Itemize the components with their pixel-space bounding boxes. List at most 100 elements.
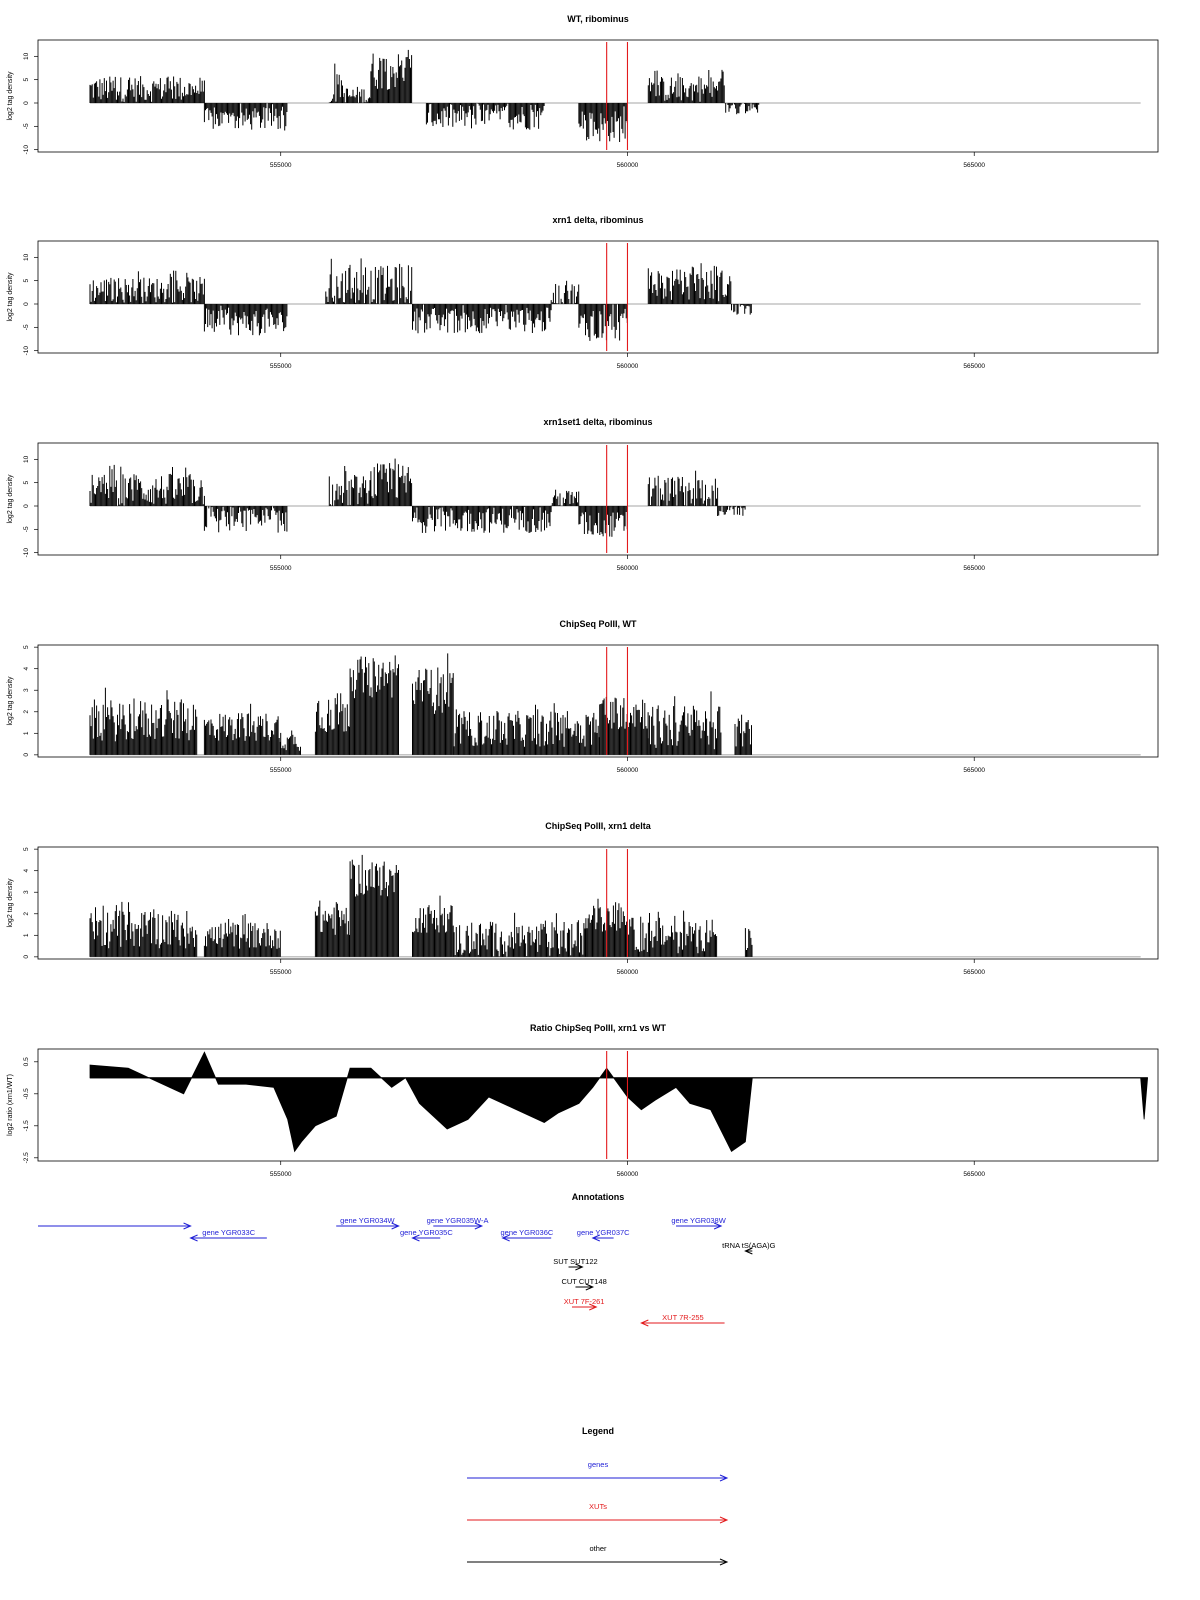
y-tick-label: 5 bbox=[23, 278, 30, 282]
y-axis-label: log2 tag density bbox=[7, 272, 14, 322]
annotation-xut: XUT 7R-255 bbox=[640, 1313, 725, 1327]
x-tick-label: 565000 bbox=[963, 767, 985, 774]
x-tick-label: 560000 bbox=[617, 162, 639, 169]
x-tick-label: 565000 bbox=[963, 1171, 985, 1178]
x-tick-label: 560000 bbox=[617, 969, 639, 976]
annotation-arrow-head bbox=[591, 1234, 600, 1242]
annotation-arrow-head bbox=[411, 1234, 420, 1242]
y-tick-label: 1 bbox=[23, 731, 30, 735]
y-tick-label: 5 bbox=[23, 645, 30, 649]
legend-arrow-head bbox=[719, 1474, 729, 1482]
y-axis-label: log2 tag density bbox=[7, 71, 14, 121]
y-tick-label: -5 bbox=[23, 123, 30, 129]
annotation-arrow-head bbox=[589, 1303, 598, 1311]
annotation-gene: gene YGR033C bbox=[189, 1228, 267, 1242]
plot-frame bbox=[37, 240, 1159, 354]
x-tick-label: 560000 bbox=[617, 565, 639, 572]
plot-frame bbox=[37, 846, 1159, 960]
annotation-arrow-head bbox=[391, 1222, 400, 1230]
y-tick-label: 0.5 bbox=[23, 1057, 30, 1066]
y-tick-label: 0 bbox=[23, 101, 30, 105]
x-tick-label: 560000 bbox=[617, 767, 639, 774]
annotation-arrow-head bbox=[189, 1234, 198, 1242]
annotation-other: tRNA tS(AGA)G bbox=[722, 1241, 776, 1255]
annotation-gene bbox=[38, 1222, 192, 1230]
chart-panel-6: Ratio ChipSeq PolII, xrn1 vs WT log2 rati… bbox=[7, 1023, 1159, 1178]
y-axis-label: log2 tag density bbox=[7, 474, 14, 524]
x-tick-label: 565000 bbox=[963, 162, 985, 169]
annotation-arrow-head bbox=[501, 1234, 510, 1242]
annotation-label: gene YGR033C bbox=[202, 1228, 255, 1237]
legend-label: other bbox=[589, 1544, 607, 1553]
panel-title: WT, ribominus bbox=[567, 14, 629, 24]
annotation-arrow-head bbox=[640, 1319, 649, 1327]
panel-title: ChipSeq PolII, WT bbox=[560, 619, 637, 629]
x-tick-label: 555000 bbox=[270, 969, 292, 976]
annotation-label: CUT CUT148 bbox=[561, 1277, 606, 1286]
y-axis-label: log2 ratio (xrn1/WT) bbox=[7, 1074, 14, 1136]
annotation-arrow-head bbox=[575, 1263, 584, 1271]
chart-panel-5: ChipSeq PolII, xrn1 delta log2 tag densit… bbox=[7, 821, 1159, 976]
y-tick-label: 10 bbox=[23, 52, 30, 60]
annotation-arrow-head bbox=[585, 1283, 595, 1291]
y-tick-label: -10 bbox=[23, 346, 30, 356]
legend-label: genes bbox=[588, 1460, 609, 1469]
y-tick-label: 3 bbox=[23, 890, 30, 894]
x-tick-label: 555000 bbox=[270, 1171, 292, 1178]
annotation-arrow-head bbox=[183, 1222, 192, 1230]
annotation-label: SUT SUT122 bbox=[553, 1257, 597, 1266]
signal-bars bbox=[89, 854, 753, 957]
x-tick-label: 565000 bbox=[963, 363, 985, 370]
panel-title: xrn1set1 delta, ribominus bbox=[543, 417, 652, 427]
y-tick-label: 10 bbox=[23, 455, 30, 463]
signal-bars bbox=[89, 653, 752, 755]
y-tick-label: 5 bbox=[23, 480, 30, 484]
ratio-area bbox=[89, 1051, 1149, 1153]
annotation-gene: gene YGR034W bbox=[336, 1216, 400, 1230]
annotation-gene: gene YGR035C bbox=[400, 1228, 453, 1242]
x-tick-label: 560000 bbox=[617, 1171, 639, 1178]
signal-bars bbox=[89, 49, 760, 142]
annotation-arrow-head bbox=[744, 1247, 753, 1255]
chart-panel-1: WT, ribominus log2 tag density -10 -5 0 5 10 55… bbox=[7, 14, 1159, 169]
y-tick-label: -5 bbox=[23, 324, 30, 330]
annotation-xut: XUT 7F-261 bbox=[564, 1297, 604, 1311]
annotation-gene: gene YGR037C bbox=[577, 1228, 630, 1242]
plot-frame bbox=[37, 39, 1159, 153]
plot-frame bbox=[37, 644, 1159, 758]
y-tick-label: 0 bbox=[23, 302, 30, 306]
x-tick-label: 560000 bbox=[617, 363, 639, 370]
annotation-gene: gene YGR035W-A bbox=[427, 1216, 489, 1230]
annotation-gene: gene YGR038W bbox=[671, 1216, 727, 1230]
y-tick-label: 0 bbox=[23, 955, 30, 959]
y-axis-label: log2 tag density bbox=[7, 676, 14, 726]
chart-panel-3: xrn1set1 delta, ribominus log2 tag densit… bbox=[7, 417, 1159, 572]
plot-frame bbox=[37, 1048, 1159, 1162]
annotation-label: gene YGR035C bbox=[400, 1228, 453, 1237]
x-tick-label: 565000 bbox=[963, 565, 985, 572]
annotation-label: gene YGR035W-A bbox=[427, 1216, 489, 1225]
y-tick-label: -10 bbox=[23, 145, 30, 155]
annotation-label: gene YGR037C bbox=[577, 1228, 630, 1237]
annotation-other: CUT CUT148 bbox=[561, 1277, 607, 1291]
y-tick-label: 5 bbox=[23, 847, 30, 851]
y-tick-label: -10 bbox=[23, 548, 30, 558]
annotation-arrow-head bbox=[474, 1222, 484, 1230]
x-tick-label: 555000 bbox=[270, 162, 292, 169]
y-tick-label: -5 bbox=[23, 526, 30, 532]
annotation-label: tRNA tS(AGA)G bbox=[722, 1241, 776, 1250]
annotation-label: gene YGR036C bbox=[501, 1228, 554, 1237]
y-tick-label: -2.5 bbox=[23, 1152, 30, 1164]
annotation-label: gene YGR034W bbox=[340, 1216, 395, 1225]
panel-title: Ratio ChipSeq PolII, xrn1 vs WT bbox=[530, 1023, 667, 1033]
panel-title: ChipSeq PolII, xrn1 delta bbox=[545, 821, 652, 831]
x-tick-label: 555000 bbox=[270, 565, 292, 572]
y-tick-label: 3 bbox=[23, 688, 30, 692]
legend-arrow-head bbox=[719, 1516, 729, 1524]
signal-bars bbox=[89, 458, 746, 537]
y-axis-label: log2 tag density bbox=[7, 878, 14, 928]
y-tick-label: 0 bbox=[23, 504, 30, 508]
annotation-gene: gene YGR036C bbox=[501, 1228, 554, 1242]
